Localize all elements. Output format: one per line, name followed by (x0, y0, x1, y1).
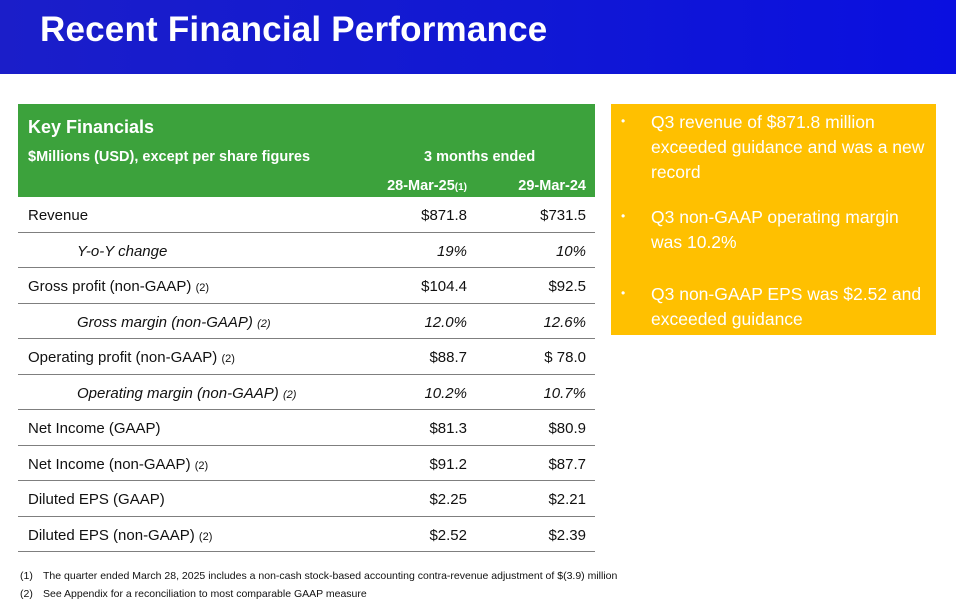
value-prior: 10.7% (543, 384, 586, 402)
value-current: $91.2 (429, 455, 467, 473)
row-footnote-ref: (2) (195, 282, 210, 294)
footnote-1: (1) The quarter ended March 28, 2025 incl… (20, 567, 617, 585)
row-label-text: Diluted EPS (non-GAAP) (28, 526, 195, 544)
footnote-text: The quarter ended March 28, 2025 include… (43, 570, 618, 582)
title-bar: Recent Financial Performance (0, 0, 956, 74)
row-label: Net Income (GAAP) (28, 420, 161, 437)
table-row: Gross profit (non-GAAP) (2) $104.4 $92.5 (18, 268, 595, 304)
table-row: Operating margin (non-GAAP) (2) 10.2% 10.7… (18, 375, 595, 410)
value-current: $2.25 (429, 491, 467, 508)
value-prior: $731.5 (540, 207, 586, 224)
row-footnote-ref: (2) (194, 459, 209, 472)
highlight-text: Q3 non-GAAP operating margin was 10.2% (651, 207, 899, 252)
column-header-prior: 29-Mar-24 (518, 178, 586, 194)
row-footnote-ref: (2) (282, 388, 297, 401)
footnote-number: (2) (20, 588, 33, 600)
footnote-number: (1) (20, 570, 33, 582)
value-current: 10.2% (424, 384, 467, 402)
footnote-text: See Appendix for a reconciliation to mos… (43, 588, 367, 600)
value-current: $104.4 (421, 278, 467, 295)
table-row: Operating profit (non-GAAP) (2) $88.7 $ 78… (18, 339, 595, 375)
value-current: $88.7 (429, 349, 467, 366)
row-footnote-ref: (2) (257, 317, 271, 330)
value-prior: 10% (555, 242, 586, 260)
row-label: Diluted EPS (GAAP) (28, 491, 165, 508)
value-prior: $2.39 (548, 526, 586, 544)
table-row: Net Income (GAAP) $81.3 $80.9 (18, 410, 595, 446)
value-prior: 12.6% (543, 313, 586, 331)
table-subheading: $Millions (USD), except per share figure… (28, 149, 311, 165)
table-row: Revenue $871.8 $731.5 (18, 197, 595, 233)
highlight-text: Q3 revenue of $871.8 million exceeded gu… (651, 112, 925, 182)
row-label-text: Operating profit (non-GAAP) (28, 349, 218, 366)
period-header: 3 months ended (424, 149, 536, 165)
table-header: Key Financials $Millions (USD), except p… (18, 104, 595, 197)
row-label: Diluted EPS (non-GAAP) (2) (28, 527, 212, 544)
table-body: Revenue $871.8 $731.5 Y-o-Y change 19% 10% Gro… (18, 197, 595, 552)
value-prior: $92.5 (548, 278, 586, 295)
highlight-text: Q3 non-GAAP EPS was $2.52 and exceeded g… (651, 284, 922, 329)
row-label: Gross margin (non-GAAP) (2) (77, 314, 271, 331)
row-label-text: Diluted EPS (GAAP) (28, 491, 165, 508)
row-footnote-ref: (2) (198, 530, 213, 543)
value-prior: $80.9 (548, 420, 586, 437)
bullet-icon: • (621, 286, 626, 300)
key-financials-table: Key Financials $Millions (USD), except p… (18, 104, 595, 552)
highlights-box: • Q3 revenue of $871.8 million exceeded … (611, 104, 936, 335)
column-header-current: 28-Mar-25(1) (387, 178, 467, 194)
row-label: Y-o-Y change (77, 243, 167, 260)
row-label: Operating margin (non-GAAP) (2) (77, 385, 296, 402)
row-label-text: Net Income (non-GAAP) (28, 455, 191, 473)
table-row: Net Income (non-GAAP) (2) $91.2 $87.7 (18, 446, 595, 481)
table-row: Y-o-Y change 19% 10% (18, 233, 595, 268)
row-label-text: Gross profit (non-GAAP) (28, 278, 192, 295)
value-current: $81.3 (429, 420, 467, 437)
page-title: Recent Financial Performance (40, 10, 548, 49)
row-label: Gross profit (non-GAAP) (2) (28, 278, 209, 295)
value-current: $871.8 (421, 207, 467, 224)
value-prior: $87.7 (548, 455, 586, 473)
value-current: $2.52 (429, 526, 467, 544)
footnote-2: (2) See Appendix for a reconciliation to … (20, 585, 617, 603)
value-current: 12.0% (424, 313, 467, 331)
table-row: Gross margin (non-GAAP) (2) 12.0% 12.6% (18, 304, 595, 339)
value-prior: $2.21 (548, 491, 586, 508)
value-current: 19% (436, 242, 467, 260)
row-label-text: Revenue (28, 207, 89, 224)
column-header-current-label: 28-Mar-25 (387, 178, 455, 194)
footnotes: (1) The quarter ended March 28, 2025 incl… (20, 567, 617, 603)
row-label: Net Income (non-GAAP) (2) (28, 456, 208, 473)
value-prior: $ 78.0 (544, 349, 586, 366)
table-row: Diluted EPS (GAAP) $2.25 $2.21 (18, 481, 595, 517)
row-label-text: Net Income (GAAP) (28, 420, 161, 437)
row-label-text: Operating margin (non-GAAP) (77, 384, 279, 402)
row-label: Revenue (28, 207, 88, 224)
table-row: Diluted EPS (non-GAAP) (2) $2.52 $2.39 (18, 517, 595, 552)
row-label-text: Gross margin (non-GAAP) (77, 313, 253, 331)
table-heading: Key Financials (28, 117, 155, 137)
bullet-icon: • (621, 209, 626, 223)
row-footnote-ref: (2) (221, 353, 235, 365)
column-header-footnote-ref: (1) (454, 182, 467, 193)
bullet-icon: • (621, 114, 626, 128)
row-label: Operating profit (non-GAAP) (2) (28, 349, 235, 366)
row-label-text: Y-o-Y change (77, 242, 168, 260)
